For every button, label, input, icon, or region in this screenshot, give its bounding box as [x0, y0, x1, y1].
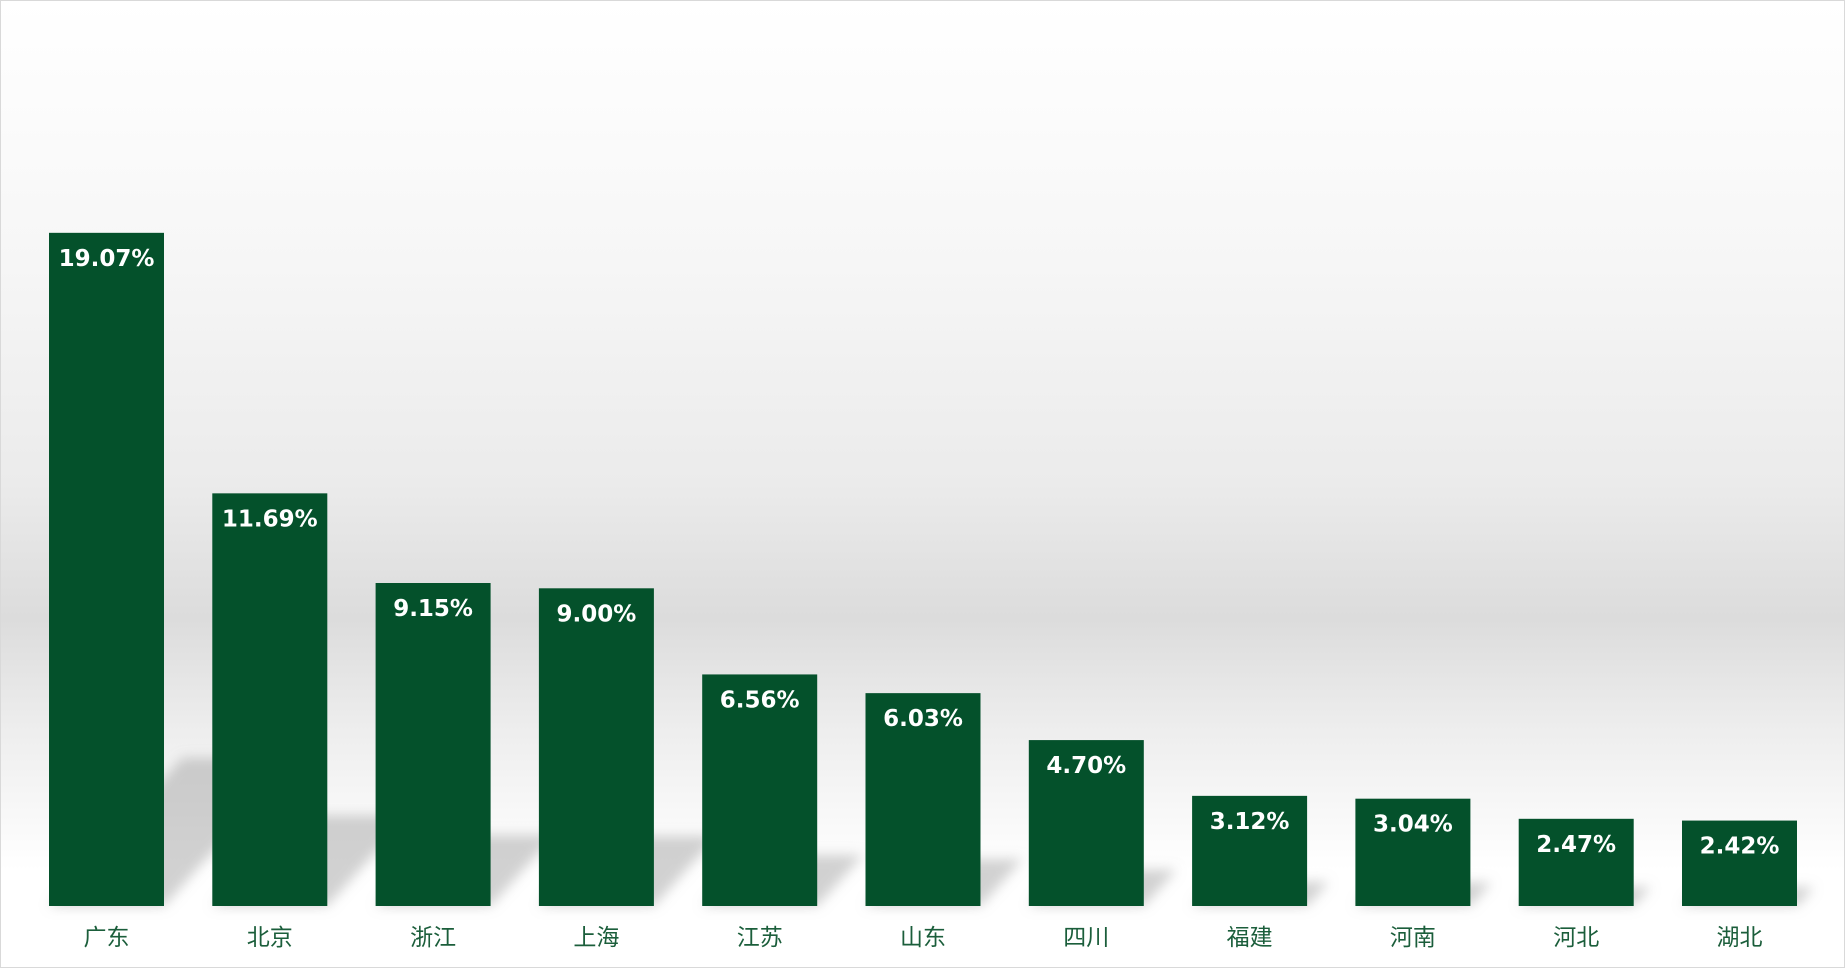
category-label-1: 北京 — [247, 925, 293, 951]
bar-1 — [212, 493, 328, 906]
value-label-9: 2.47% — [1536, 832, 1616, 858]
bar-6 — [1028, 740, 1144, 906]
value-label-5: 6.03% — [883, 706, 963, 732]
value-label-2: 9.15% — [393, 596, 473, 622]
value-label-4: 6.56% — [720, 687, 800, 713]
bar-9 — [1518, 818, 1634, 906]
bar-10 — [1682, 820, 1797, 906]
bar-3 — [538, 588, 654, 906]
category-label-8: 河南 — [1390, 925, 1436, 951]
bar-4 — [702, 674, 818, 906]
category-label-10: 湖北 — [1717, 925, 1763, 951]
value-label-1: 11.69% — [222, 506, 318, 532]
value-label-0: 19.07% — [59, 246, 155, 272]
category-label-0: 广东 — [84, 925, 130, 951]
bar-5 — [865, 693, 981, 906]
value-label-10: 2.42% — [1700, 834, 1780, 860]
category-label-5: 山东 — [900, 925, 946, 951]
value-label-6: 4.70% — [1046, 753, 1126, 779]
category-label-6: 四川 — [1063, 925, 1109, 951]
category-label-7: 福建 — [1227, 925, 1273, 951]
category-label-9: 河北 — [1553, 925, 1599, 951]
value-label-7: 3.12% — [1210, 809, 1290, 835]
category-label-4: 江苏 — [737, 925, 783, 951]
value-label-3: 9.00% — [557, 601, 637, 627]
category-label-2: 浙江 — [410, 925, 456, 951]
bar-2 — [375, 583, 491, 906]
bar-0 — [49, 232, 164, 907]
category-label-3: 上海 — [573, 925, 619, 951]
value-label-8: 3.04% — [1373, 812, 1453, 838]
bar-7 — [1192, 795, 1308, 906]
bar-8 — [1355, 798, 1471, 906]
